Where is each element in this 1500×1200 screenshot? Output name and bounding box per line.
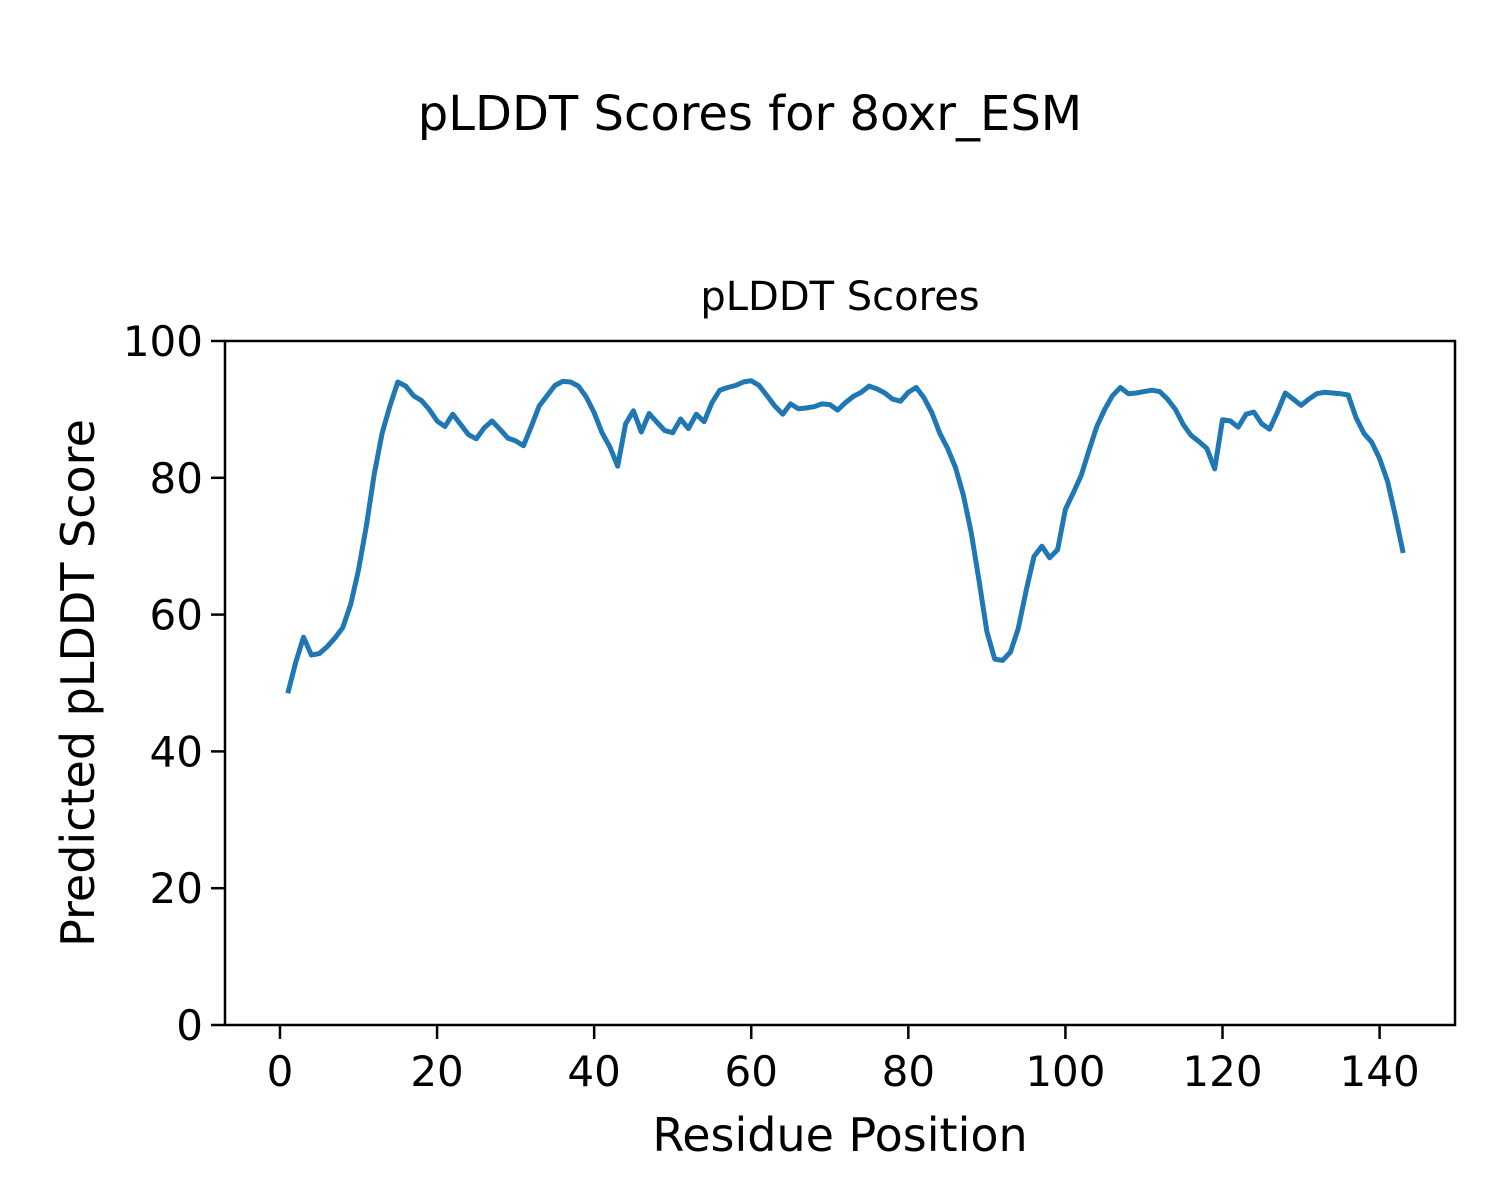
y-tick-label: 20: [150, 864, 203, 913]
y-tick-label: 60: [150, 591, 203, 640]
x-tick-label: 140: [1340, 1047, 1420, 1096]
x-tick-label: 80: [882, 1047, 935, 1096]
axis-tick-labels: 0 20 40 60 80 100 120 140 0 20 40 60 80 100: [123, 317, 1420, 1096]
figure-title: pLDDT Scores for 8oxr_ESM: [417, 86, 1083, 142]
x-tick-label: 120: [1182, 1047, 1262, 1096]
axes-border: [223, 339, 1457, 1027]
y-tick-label: 100: [123, 317, 203, 366]
y-tick-label: 80: [150, 454, 203, 503]
x-tick-label: 0: [267, 1047, 294, 1096]
x-tick-label: 20: [410, 1047, 463, 1096]
y-tick-label: 40: [150, 727, 203, 776]
y-tick-label: 0: [176, 1001, 203, 1050]
x-tick-label: 40: [567, 1047, 620, 1096]
plddt-line: [285, 378, 1406, 694]
x-axis-label: Residue Position: [652, 1108, 1028, 1162]
x-tick-label: 60: [725, 1047, 778, 1096]
axis-tick-marks: [211, 339, 1381, 1039]
axes-title: pLDDT Scores: [700, 274, 980, 320]
x-tick-label: 100: [1025, 1047, 1105, 1096]
